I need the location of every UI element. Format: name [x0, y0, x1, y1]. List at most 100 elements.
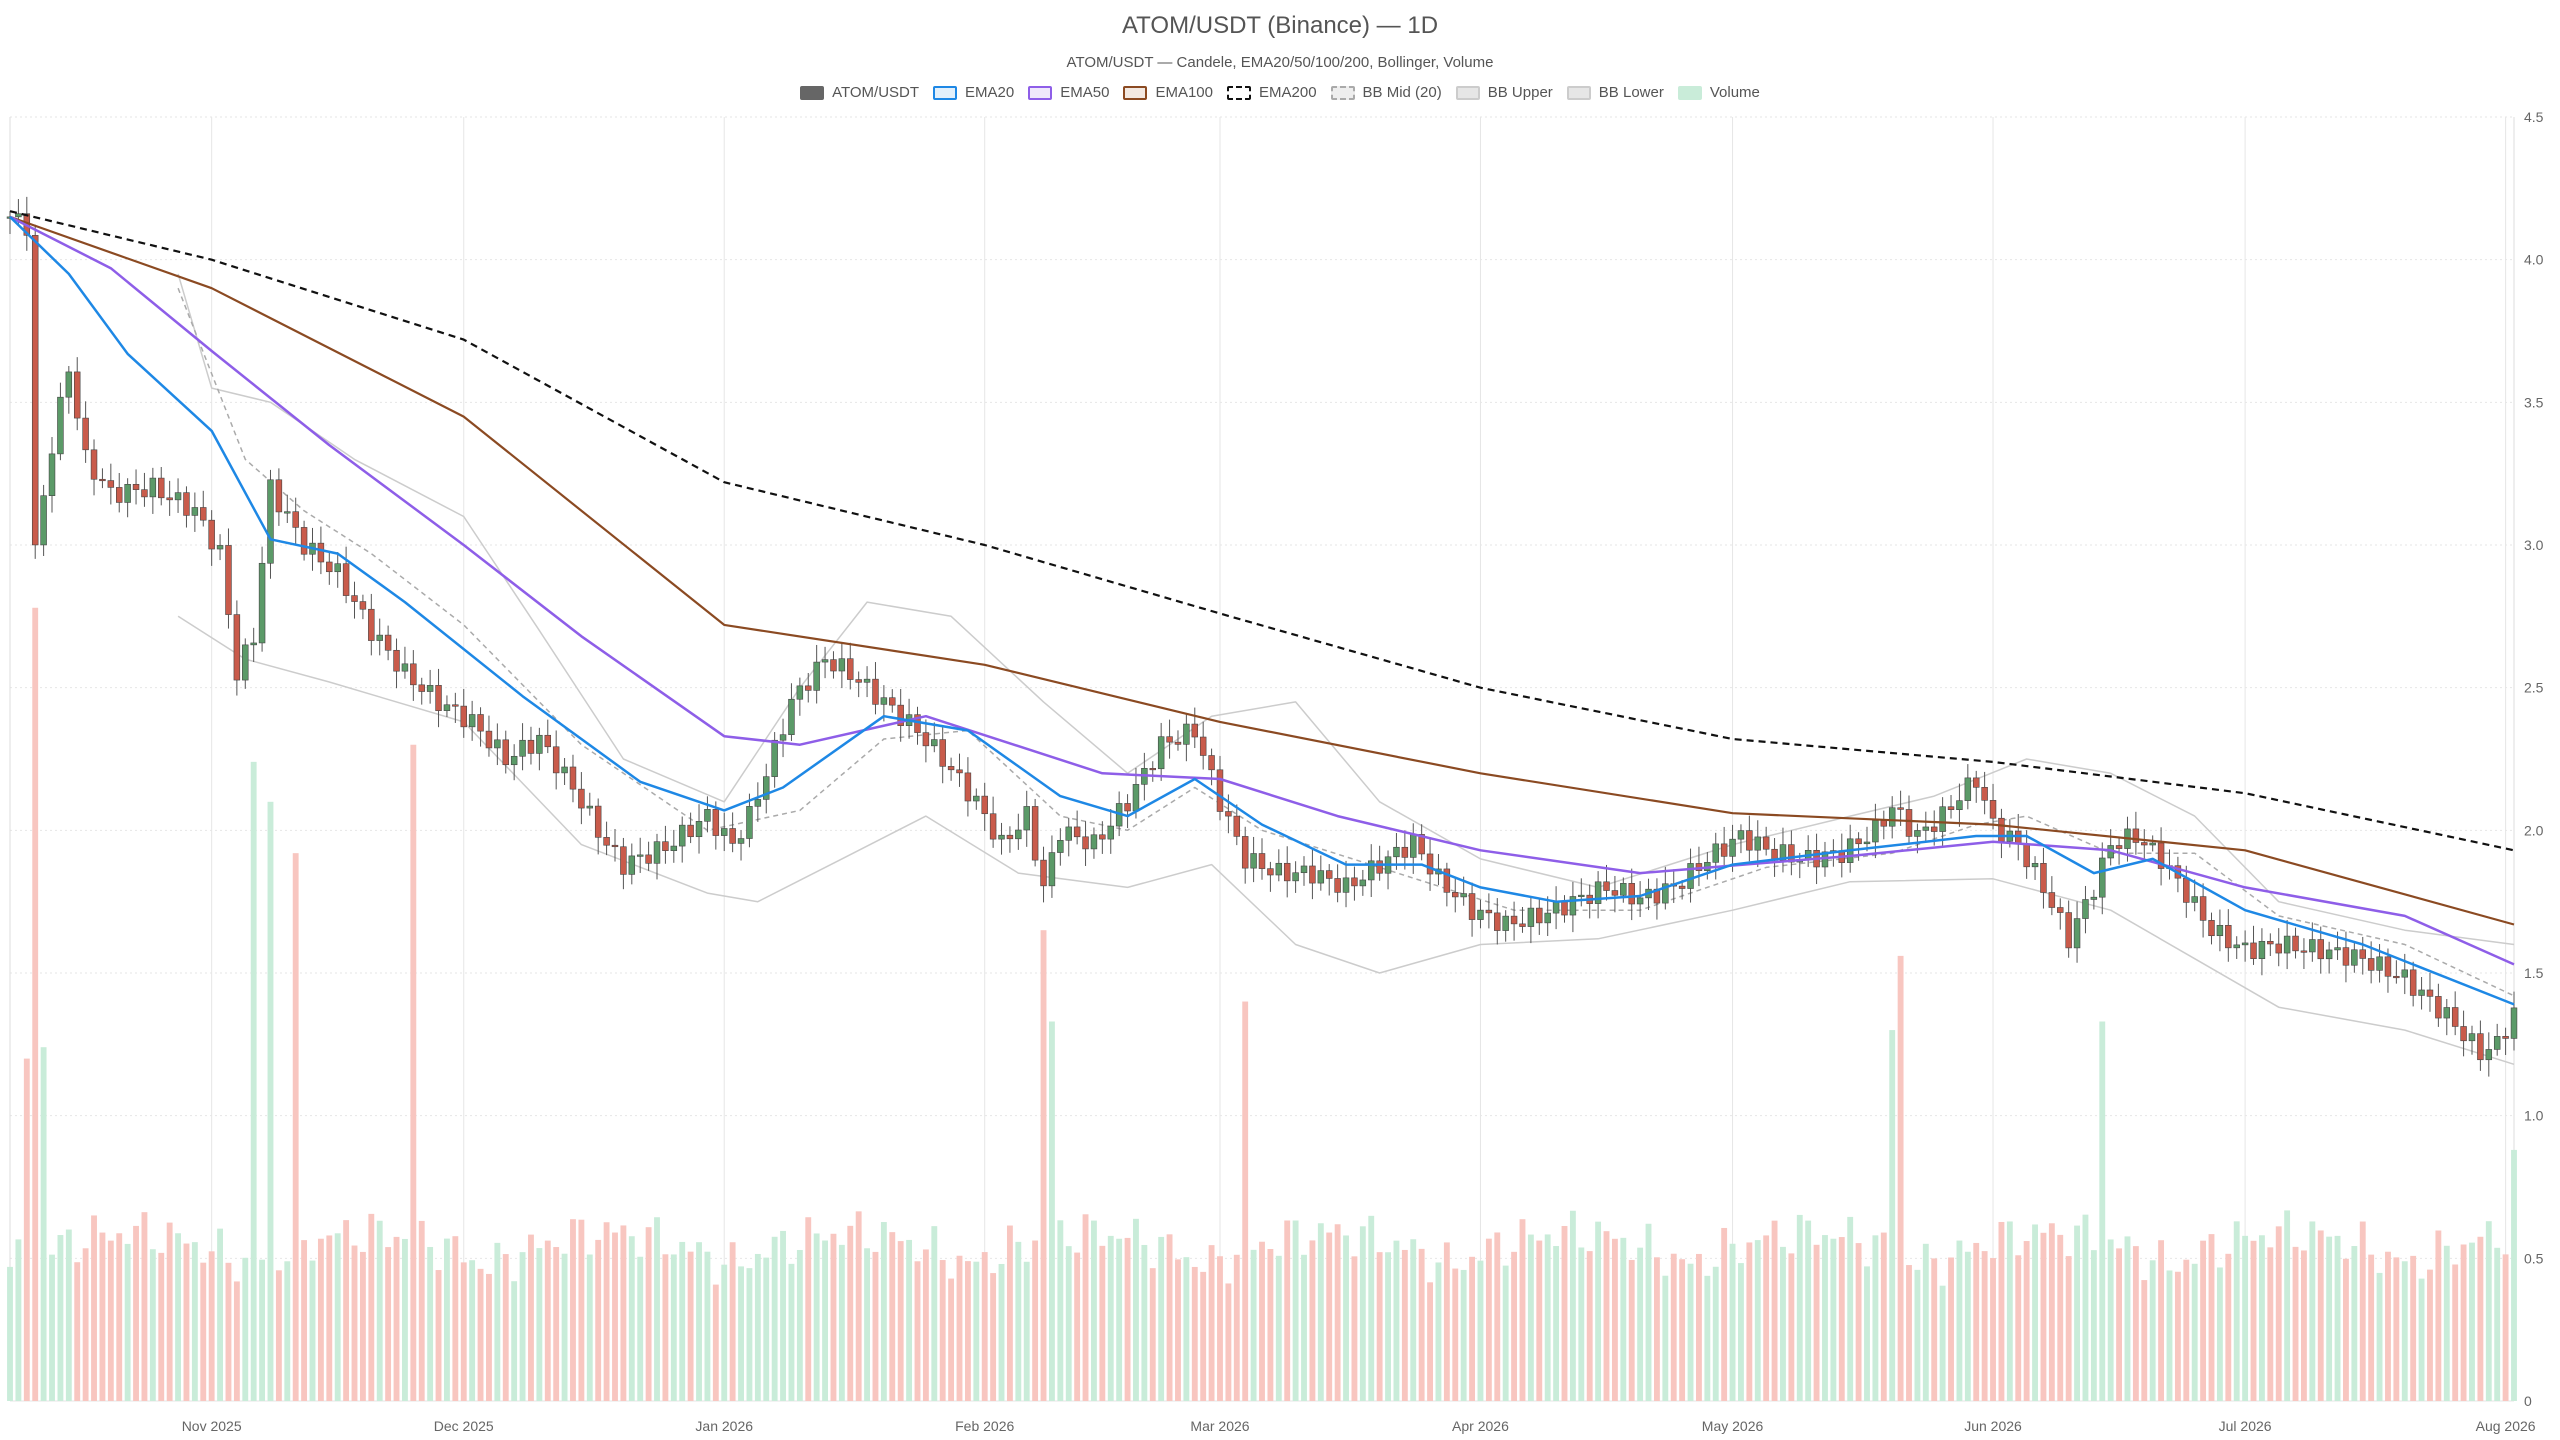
candle-body: [326, 561, 333, 573]
candle-body: [443, 704, 451, 711]
volume-bar: [1889, 1030, 1896, 1401]
legend-label: ATOM/USDT: [832, 84, 920, 101]
legend-item-ema200[interactable]: EMA200: [1227, 84, 1317, 101]
candle-body: [2099, 857, 2106, 898]
volume-bar: [2359, 1221, 2366, 1401]
volume-bar: [1981, 1251, 1988, 1401]
volume-bar: [1099, 1245, 1106, 1401]
candle-body: [342, 563, 350, 596]
volume-bar: [2057, 1234, 2064, 1401]
candle-body: [603, 837, 610, 846]
volume-bar: [259, 1259, 266, 1401]
volume-bar: [208, 1251, 215, 1401]
volume-bar: [519, 1252, 526, 1401]
candle-body: [922, 732, 930, 747]
volume-bar: [964, 1261, 971, 1401]
volume-bar: [1032, 1240, 1039, 1401]
candle-body: [166, 497, 173, 501]
volume-bar: [578, 1219, 585, 1401]
legend-swatch: [1677, 85, 1702, 100]
candle-body: [771, 739, 778, 777]
volume-bar: [1511, 1251, 1518, 1401]
candle-body: [359, 601, 367, 610]
volume-bar: [2267, 1247, 2274, 1401]
volume-bar: [595, 1239, 602, 1401]
volume-bar: [133, 1225, 139, 1401]
candle-body: [645, 854, 652, 864]
volume-bar: [1578, 1247, 1585, 1401]
volume-bar: [359, 1251, 366, 1401]
candle-body: [284, 511, 291, 514]
volume-bar: [2393, 1257, 2400, 1401]
candle-body: [1368, 860, 1375, 881]
candle-body: [452, 704, 459, 707]
volume-bar: [2452, 1264, 2459, 1401]
candle-body: [2342, 947, 2350, 966]
candle-body: [964, 772, 972, 802]
legend-item-candles[interactable]: ATOM/USDT: [800, 84, 919, 101]
candle-body: [418, 684, 425, 692]
legend-item-bb-lower[interactable]: BB Lower: [1566, 84, 1664, 101]
legend-item-bb-upper[interactable]: BB Upper: [1455, 84, 1553, 101]
candle-body: [1342, 877, 1350, 893]
volume-bar: [864, 1248, 871, 1401]
volume-bar: [2158, 1240, 2165, 1401]
candle-body: [1754, 836, 1761, 851]
candle-body: [578, 788, 585, 809]
volume-bar: [1133, 1218, 1139, 1401]
volume-bar: [981, 1252, 988, 1401]
volume-bar: [32, 607, 39, 1401]
candle-body: [65, 371, 73, 398]
legend-swatch: [800, 85, 825, 100]
volume-bar: [1813, 1244, 1820, 1401]
volume-bar: [1200, 1271, 1207, 1401]
candle-body: [754, 799, 762, 807]
volume-bar: [830, 1233, 837, 1401]
candle-body: [2267, 940, 2274, 945]
candle-body: [510, 755, 518, 766]
volume-bar: [1183, 1257, 1190, 1401]
volume-bar: [99, 1232, 106, 1401]
volume-bar: [738, 1266, 744, 1401]
candle-body: [586, 805, 594, 809]
volume-bar: [1754, 1240, 1761, 1401]
candle-body: [897, 704, 904, 726]
volume-bar: [1620, 1237, 1627, 1401]
volume-bar: [2242, 1235, 2249, 1401]
volume-bar: [1460, 1269, 1467, 1401]
volume-bar: [2477, 1236, 2484, 1401]
legend-item-ema100[interactable]: EMA100: [1123, 84, 1213, 101]
candle-body: [2082, 899, 2089, 919]
legend-item-ema20[interactable]: EMA20: [933, 84, 1014, 101]
candle-body: [788, 698, 795, 735]
legend-item-bb-mid[interactable]: BB Mid (20): [1330, 84, 1442, 101]
volume-bar: [628, 1236, 635, 1401]
candle-body: [1981, 787, 1988, 801]
legend-label: EMA100: [1155, 84, 1213, 101]
volume-bar: [939, 1260, 946, 1401]
volume-bar: [754, 1253, 761, 1401]
candle-body: [1107, 825, 1114, 840]
candle-body: [183, 492, 190, 516]
legend-item-volume[interactable]: Volume: [1677, 84, 1760, 101]
volume-bar: [637, 1256, 644, 1401]
x-tick-label: Dec 2025: [434, 1418, 494, 1434]
legend-swatch: [1566, 85, 1591, 100]
volume-bar: [813, 1233, 820, 1401]
volume-bar: [771, 1236, 778, 1401]
candle-body: [1452, 892, 1459, 898]
volume-bar: [906, 1239, 913, 1401]
candle-body: [1334, 878, 1341, 893]
candle-body: [796, 685, 804, 700]
volume-bar: [494, 1242, 501, 1401]
candle-body: [2418, 989, 2425, 996]
y-tick-label: 3.0: [2524, 537, 2544, 553]
candle-body: [779, 734, 787, 741]
candle-body: [2199, 896, 2207, 921]
candle-body: [1989, 800, 1997, 819]
legend-item-ema50[interactable]: EMA50: [1028, 84, 1109, 101]
candle-body: [376, 634, 383, 641]
volume-bar: [1074, 1252, 1081, 1401]
volume-bar: [1847, 1216, 1854, 1401]
